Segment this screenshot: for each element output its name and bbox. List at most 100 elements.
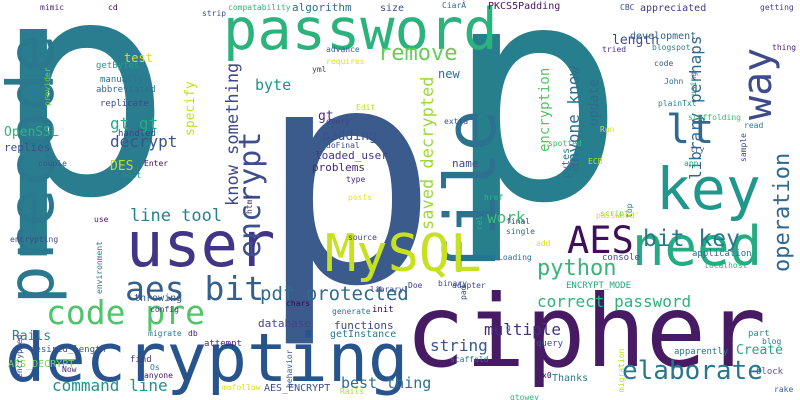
word: John — [664, 77, 684, 86]
word: manually — [100, 75, 144, 85]
word: DES — [110, 159, 134, 174]
word: couple — [38, 159, 67, 168]
word: encrypting — [10, 235, 59, 244]
word: scaffolding — [688, 113, 741, 122]
word: anyone — [144, 371, 173, 380]
word: elaborate — [622, 356, 763, 386]
word: AES_DECRYPT — [8, 359, 75, 370]
word: pytes — [561, 147, 572, 178]
word: loaded_user — [315, 149, 388, 162]
word: Rails — [340, 387, 365, 396]
word: thing — [772, 43, 797, 52]
word: need — [632, 215, 763, 278]
word: PKCS5Padding — [488, 1, 561, 12]
word: migration — [617, 348, 626, 392]
word: Create — [736, 343, 783, 358]
word: behavior — [285, 349, 294, 388]
word: saved decrypted — [418, 76, 438, 230]
word: chars — [286, 299, 311, 308]
word: appreciated — [640, 3, 707, 14]
word: Thanks — [552, 373, 589, 384]
word: source — [348, 233, 377, 242]
word: gt — [318, 109, 334, 124]
word: init — [372, 305, 394, 315]
word: getting — [760, 3, 794, 12]
word: scaffold — [450, 355, 489, 364]
word: name — [452, 157, 479, 170]
word: size — [380, 3, 405, 14]
word: extra — [444, 117, 469, 126]
word: password' — [596, 211, 640, 220]
word: query — [536, 339, 564, 349]
word: cd — [108, 3, 118, 12]
word: CBC — [620, 3, 635, 12]
word: multiple — [484, 320, 562, 339]
word: update — [587, 79, 602, 126]
word: cipher — [405, 273, 767, 390]
word: abbreviated — [96, 85, 156, 95]
word: add — [536, 239, 551, 248]
word: way — [735, 47, 781, 120]
word: MySQL — [325, 224, 482, 284]
word: rel — [475, 215, 484, 230]
word: decrypting — [5, 319, 409, 397]
word: gtowey — [510, 393, 539, 400]
word: blog — [762, 337, 782, 346]
word: use — [94, 215, 109, 224]
word: bit key — [643, 226, 740, 252]
word: exception — [29, 196, 38, 240]
word: p — [445, 0, 626, 269]
word: precode — [0, 34, 69, 304]
word: rake — [774, 385, 794, 394]
word: Doe — [408, 281, 423, 290]
word: remove — [378, 41, 458, 66]
word: command line — [52, 376, 168, 395]
word: p — [0, 0, 173, 264]
word: OpenSSL — [4, 125, 59, 140]
word: spotted — [548, 139, 582, 148]
word: throwing — [134, 293, 183, 304]
word: byte — [255, 76, 292, 94]
word: blogspot — [652, 43, 691, 52]
word: code — [654, 59, 674, 68]
word: operation — [770, 152, 795, 272]
word: gt gt — [110, 114, 159, 133]
word: apparently — [674, 347, 729, 357]
word: advance — [326, 45, 360, 54]
word: plainTxt — [658, 99, 697, 108]
word: lt — [666, 107, 715, 153]
word: AES_ENCRYPT — [264, 383, 331, 394]
word: adapter — [452, 281, 486, 290]
word: Now — [62, 365, 77, 374]
word: requires — [326, 57, 365, 66]
word: work — [487, 208, 526, 227]
word: ECB — [588, 157, 603, 166]
word: padding — [322, 129, 377, 144]
word: getBytes — [96, 61, 140, 71]
word: script — [600, 209, 629, 218]
word: test — [124, 51, 153, 65]
word: compatability — [228, 3, 291, 12]
word: functions — [334, 319, 394, 332]
word: binary — [438, 279, 467, 288]
word: tried — [602, 45, 627, 54]
word: doFinal — [326, 141, 360, 150]
word: every — [326, 117, 351, 126]
word: Enter — [144, 159, 169, 168]
word: mofollow — [222, 383, 261, 392]
word: line tool — [130, 206, 223, 226]
word: read — [744, 121, 764, 130]
word: aes bit — [125, 269, 265, 308]
word: length — [612, 33, 659, 48]
word: new — [438, 67, 460, 81]
word: using — [689, 71, 698, 96]
word: replicate — [100, 99, 149, 109]
word: Rails — [12, 329, 52, 344]
word: library — [370, 285, 404, 294]
word: database — [258, 317, 311, 330]
word: migrate — [148, 329, 182, 338]
word: Run — [600, 125, 615, 134]
word: generate — [332, 307, 371, 316]
word: attempt — [204, 339, 242, 349]
